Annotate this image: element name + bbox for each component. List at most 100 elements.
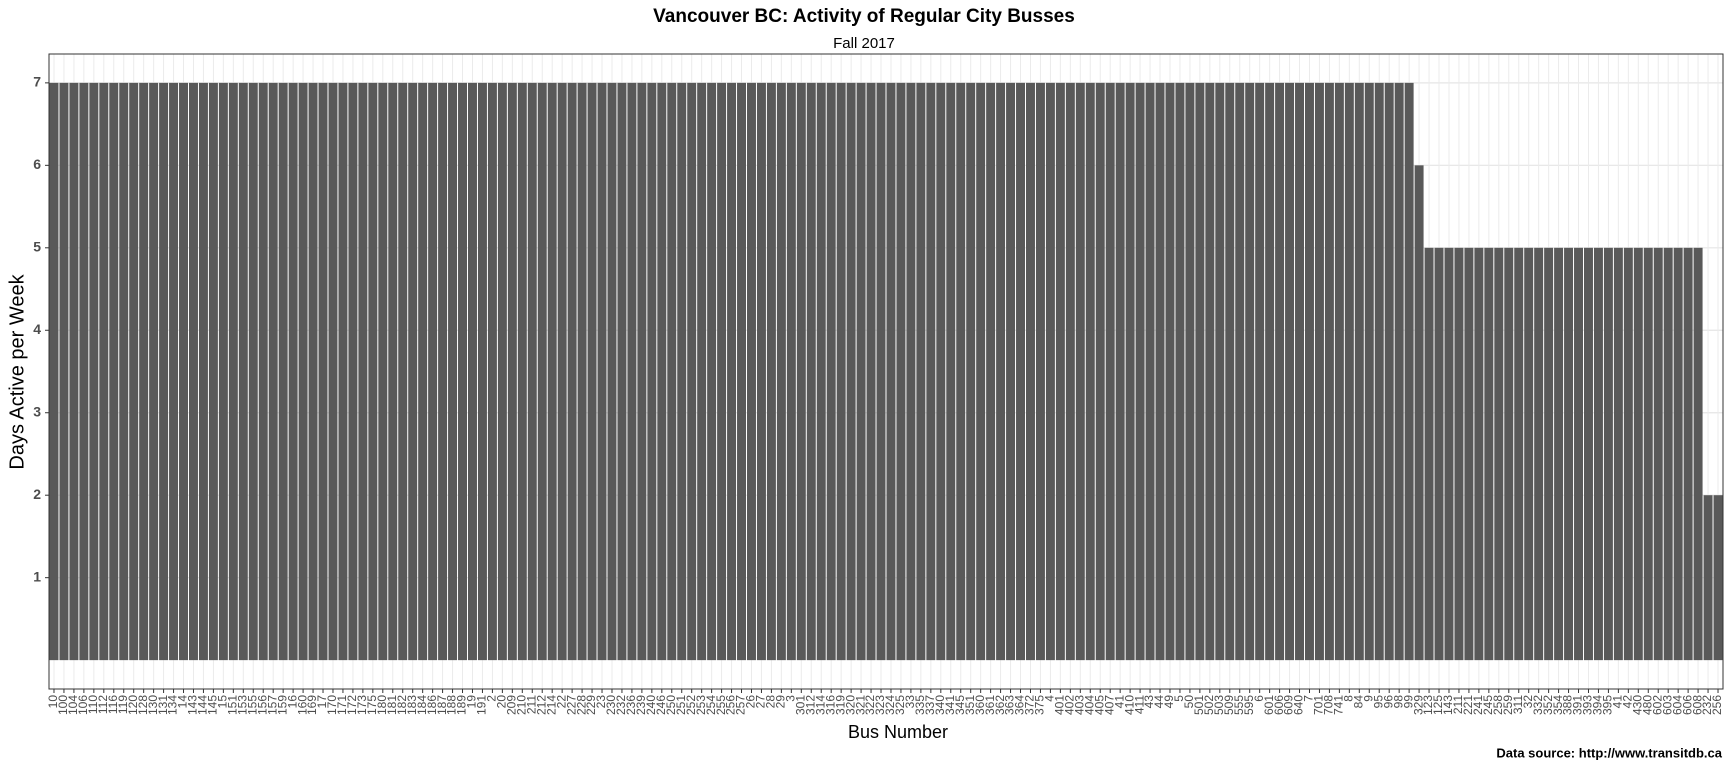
caption: Data source: http://www.transitdb.ca bbox=[1496, 745, 1722, 760]
bar bbox=[1673, 247, 1683, 661]
bar bbox=[1593, 247, 1603, 661]
bar bbox=[986, 82, 996, 661]
bar bbox=[976, 82, 986, 661]
x-tick-label: 3 bbox=[784, 695, 798, 702]
bar bbox=[1265, 82, 1275, 661]
bar bbox=[597, 82, 607, 661]
bar bbox=[1444, 247, 1454, 661]
x-tick-label: 352 bbox=[1541, 695, 1555, 715]
y-tick-label: 7 bbox=[33, 74, 41, 90]
bar bbox=[408, 82, 418, 661]
x-tick-label: 175 bbox=[365, 695, 379, 715]
bar bbox=[1564, 247, 1574, 661]
bar bbox=[547, 82, 557, 661]
x-tick-label: 595 bbox=[1242, 695, 1256, 715]
bar bbox=[487, 82, 497, 661]
bar bbox=[647, 82, 657, 661]
x-tick-label: 363 bbox=[1003, 695, 1017, 715]
x-tick-label: 32 bbox=[1521, 695, 1535, 709]
bar bbox=[1354, 82, 1364, 661]
bar bbox=[776, 82, 786, 661]
bar bbox=[208, 82, 218, 661]
bar bbox=[587, 82, 597, 661]
x-tick-label: 232 bbox=[1700, 695, 1714, 715]
x-tick-label: 16 bbox=[285, 695, 299, 709]
x-tick-label: 340 bbox=[933, 695, 947, 715]
bar bbox=[338, 82, 348, 661]
x-tick-label: 325 bbox=[893, 695, 907, 715]
bar bbox=[1454, 247, 1464, 661]
bar bbox=[198, 82, 208, 661]
bar bbox=[169, 82, 179, 661]
bar bbox=[1484, 247, 1494, 661]
x-tick-label: 187 bbox=[435, 695, 449, 715]
x-tick-label: 6 bbox=[1252, 695, 1266, 702]
x-tick-label: 15 bbox=[216, 695, 230, 709]
bar bbox=[677, 82, 687, 661]
x-tick-label: 159 bbox=[275, 695, 289, 715]
bar bbox=[1235, 82, 1245, 661]
x-tick-label: 241 bbox=[1471, 695, 1485, 715]
x-tick-label: 323 bbox=[873, 695, 887, 715]
bar bbox=[1374, 82, 1384, 661]
y-tick-label: 5 bbox=[33, 239, 41, 255]
bar bbox=[1434, 247, 1444, 661]
bar bbox=[886, 82, 896, 661]
bar bbox=[467, 82, 477, 661]
bar bbox=[866, 82, 876, 661]
bar bbox=[497, 82, 507, 661]
bar bbox=[1414, 165, 1424, 661]
bar bbox=[99, 82, 109, 661]
bar bbox=[368, 82, 378, 661]
x-tick-label: 180 bbox=[375, 695, 389, 715]
bar bbox=[896, 82, 906, 661]
x-tick-label: 324 bbox=[883, 695, 897, 715]
x-tick-label: 335 bbox=[913, 695, 927, 715]
bar bbox=[218, 82, 228, 661]
x-tick-label: 246 bbox=[654, 695, 668, 715]
bar bbox=[926, 82, 936, 661]
bar bbox=[637, 82, 647, 661]
labels: 1234567101001041061101121161191201281301… bbox=[33, 74, 1724, 715]
bar bbox=[1275, 82, 1285, 661]
x-tick-label: 41 bbox=[1611, 695, 1625, 709]
bar bbox=[707, 82, 717, 661]
bar bbox=[358, 82, 368, 661]
x-tick-label: 250 bbox=[664, 695, 678, 715]
x-tick-label: 341 bbox=[943, 695, 957, 715]
bar bbox=[398, 82, 408, 661]
x-tick-label: 14 bbox=[176, 695, 190, 709]
x-tick-label: 2 bbox=[485, 695, 499, 702]
bar bbox=[1574, 247, 1584, 661]
x-tick-label: 230 bbox=[604, 695, 618, 715]
bar bbox=[1115, 82, 1125, 661]
x-tick-label: 245 bbox=[1481, 695, 1495, 715]
x-tick-label: 211 bbox=[524, 695, 538, 714]
x-tick-label: 351 bbox=[963, 695, 977, 715]
y-tick-label: 1 bbox=[33, 568, 41, 584]
x-tick-label: 608 bbox=[1690, 695, 1704, 715]
x-tick-label: 27 bbox=[754, 695, 768, 709]
bar bbox=[816, 82, 826, 661]
x-tick-label: 236 bbox=[624, 695, 638, 715]
x-tick-label: 112 bbox=[96, 695, 110, 714]
bar bbox=[79, 82, 89, 661]
x-tick-label: 172 bbox=[345, 695, 359, 715]
x-tick-label: 144 bbox=[196, 695, 210, 715]
x-tick-label: 509 bbox=[1222, 695, 1236, 715]
bar bbox=[1583, 247, 1593, 661]
x-tick-label: 26 bbox=[744, 695, 758, 709]
bar bbox=[1295, 82, 1305, 661]
bar bbox=[1524, 247, 1534, 661]
bar bbox=[996, 82, 1006, 661]
x-tick-label: 160 bbox=[295, 695, 309, 715]
bar bbox=[1205, 82, 1215, 661]
bar bbox=[1693, 247, 1703, 661]
bar bbox=[1075, 82, 1085, 661]
bar bbox=[1314, 82, 1324, 661]
bar bbox=[1035, 82, 1045, 661]
x-tick-label: 188 bbox=[445, 695, 459, 715]
bar bbox=[786, 82, 796, 661]
x-tick-label: 33 bbox=[903, 695, 917, 709]
